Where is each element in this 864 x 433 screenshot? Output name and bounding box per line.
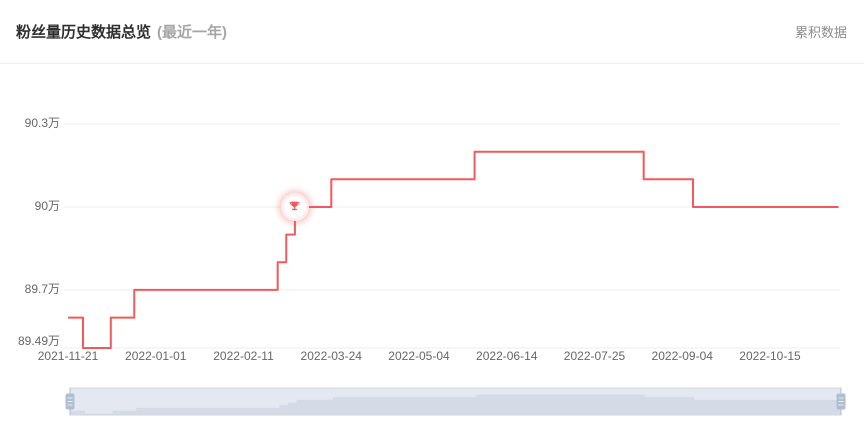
x-axis-label: 2022-10-15 bbox=[739, 349, 801, 363]
x-axis-label: 2022-05-04 bbox=[388, 349, 450, 363]
chart-subtitle: (最近一年) bbox=[157, 24, 228, 41]
chart-title-group: 粉丝量历史数据总览 (最近一年) bbox=[16, 21, 227, 42]
y-axis-label: 89.7万 bbox=[24, 281, 60, 296]
x-axis-label: 2022-06-14 bbox=[476, 349, 538, 363]
x-axis-label: 2021-11-21 bbox=[37, 349, 99, 363]
x-axis-label: 2022-07-25 bbox=[563, 349, 626, 363]
chart-header: 粉丝量历史数据总览 (最近一年) 累积数据 bbox=[0, 0, 864, 64]
chart-title: 粉丝量历史数据总览 bbox=[16, 24, 152, 41]
trophy-milestone-marker[interactable] bbox=[283, 195, 306, 218]
trophy-icon bbox=[289, 202, 300, 211]
y-axis-label: 89.49万 bbox=[17, 334, 60, 348]
x-axis-label: 2022-01-01 bbox=[125, 349, 187, 363]
y-axis-label: 90.3万 bbox=[24, 116, 60, 130]
fans-line-series bbox=[68, 150, 839, 349]
x-axis-label: 2022-03-24 bbox=[300, 349, 362, 363]
x-axis-label: 2022-09-04 bbox=[651, 349, 713, 363]
cumulative-data-link[interactable]: 累积数据 bbox=[794, 25, 847, 40]
datazoom-data-shadow bbox=[70, 394, 841, 415]
x-axis-label: 2022-02-11 bbox=[213, 349, 274, 363]
y-axis-label: 90万 bbox=[34, 198, 60, 213]
